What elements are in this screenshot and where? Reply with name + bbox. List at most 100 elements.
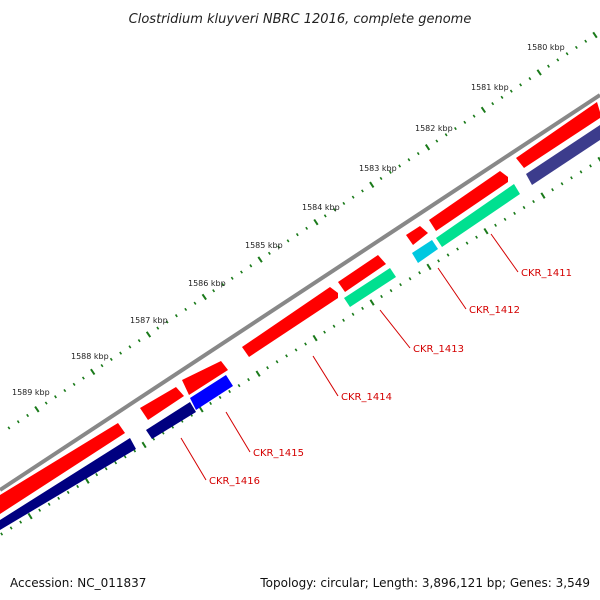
outer-ruler-tick [16, 420, 20, 424]
inner-ruler-tick [123, 455, 127, 459]
inner-ruler-tick [323, 330, 326, 334]
outer-ruler-tick [313, 218, 319, 226]
inner-ruler-tick [66, 490, 70, 495]
inner-ruler-tick [351, 312, 355, 316]
inner-ruler-tick [570, 176, 573, 180]
leader-ckr-1416 [180, 437, 207, 481]
inner-ruler-tick [76, 484, 80, 489]
inner-ruler-tick [266, 366, 269, 370]
leader-ckr-1413 [379, 309, 411, 349]
inner-ruler-tick [0, 532, 4, 536]
tick-label-1585: 1585 kbp [245, 241, 283, 250]
gene-label-ckr-1411: CKR_1411 [521, 268, 572, 279]
accession-text: Accession: NC_011837 [10, 576, 147, 590]
outer-ruler-tick [156, 326, 160, 330]
outer-ruler-tick [184, 307, 188, 312]
inner-ruler-tick [389, 288, 393, 293]
inner-ruler-tick [399, 283, 402, 287]
inner-ruler-tick [237, 383, 241, 388]
outer-ruler-tick [7, 426, 11, 430]
feature-fwd-5 [242, 287, 338, 357]
inner-ruler-tick [408, 277, 412, 281]
inner-ruler-tick [9, 526, 13, 530]
inner-ruler-tick [104, 467, 108, 471]
rna-rev-2 [412, 240, 438, 263]
feature-fwd-7 [140, 387, 184, 420]
outer-ruler-tick [444, 133, 448, 137]
outer-ruler-tick [491, 102, 495, 106]
outer-ruler-tick [435, 139, 439, 143]
inner-ruler-tick [369, 299, 375, 306]
outer-ruler-tick [323, 214, 327, 218]
feature-fwd-4 [338, 255, 386, 292]
outer-ruler-tick [342, 201, 346, 206]
outer-ruler-tick [407, 158, 411, 162]
inner-ruler-tick [198, 406, 204, 413]
inner-ruler-tick [285, 354, 288, 358]
outer-ruler-tick [44, 401, 48, 405]
inner-ruler-tick [380, 294, 383, 299]
rna-rev-3 [344, 268, 396, 307]
inner-tick-ruler [0, 156, 600, 536]
inner-ruler-tick [304, 342, 307, 346]
inner-ruler-tick [57, 496, 61, 500]
inner-ruler-tick [418, 271, 421, 275]
outer-ruler-tick [369, 181, 375, 188]
inner-ruler-tick [426, 263, 432, 271]
backbone-line [0, 93, 600, 492]
inner-ruler-tick [255, 370, 261, 377]
outer-ruler-tick [592, 31, 598, 39]
outer-ruler-tick [230, 276, 234, 280]
inner-ruler-tick [503, 217, 507, 221]
outer-ruler-tick [81, 376, 85, 380]
outer-ruler-tick [398, 164, 402, 168]
outer-ruler-tick [574, 45, 578, 50]
outer-ruler-tick [305, 226, 309, 230]
inner-ruler-tick [361, 306, 364, 311]
outer-ruler-tick [536, 69, 542, 76]
tick-label-1582: 1582 kbp [415, 124, 453, 133]
leader-ckr-1412 [437, 267, 467, 310]
inner-ruler-tick [456, 247, 459, 251]
outer-ruler-tick [34, 406, 40, 413]
inner-ruler-tick [38, 508, 42, 512]
inner-ruler-tick [218, 395, 222, 400]
outer-ruler-tick [137, 339, 141, 343]
inner-ruler-tick [332, 324, 336, 328]
inner-ruler-tick [95, 472, 99, 477]
tick-label-1588: 1588 kbp [71, 352, 109, 361]
outer-ruler-tick [454, 126, 457, 131]
cds-rev-2 [190, 375, 233, 410]
outer-ruler-tick [90, 368, 96, 376]
inner-ruler-tick [560, 182, 564, 186]
outer-ruler-tick [333, 208, 336, 212]
inner-ruler-tick [228, 389, 231, 394]
inner-ruler-tick [209, 401, 212, 406]
leader-ckr-1411 [490, 233, 519, 273]
tick-label-1587: 1587 kbp [130, 316, 168, 325]
outer-ruler-tick [500, 95, 504, 99]
gene-label-ckr-1416: CKR_1416 [209, 476, 260, 487]
outer-ruler-tick [584, 39, 588, 43]
tick-label-1581: 1581 kbp [471, 83, 509, 92]
outer-ruler-tick [565, 52, 569, 56]
outer-ruler-tick [528, 77, 532, 81]
outer-ruler-tick [286, 239, 290, 243]
map-title: Clostridium kluyveri NBRC 12016, complet… [129, 12, 472, 27]
outer-ruler-tick [388, 170, 392, 174]
outer-ruler-tick [119, 351, 123, 355]
tick-label-1580: 1580 kbp [527, 43, 565, 52]
outer-tick-ruler [7, 31, 598, 430]
outer-ruler-tick [361, 189, 364, 193]
outer-ruler-tick [424, 144, 431, 151]
outer-ruler-tick [472, 114, 476, 118]
inner-ruler-tick [540, 192, 546, 199]
outer-ruler-tick [277, 245, 281, 249]
leader-ckr-1414 [312, 355, 339, 397]
forward-strand-features [0, 102, 600, 514]
outer-ruler-tick [463, 120, 467, 124]
inner-ruler-tick [483, 227, 489, 235]
outer-ruler-tick [416, 151, 420, 156]
outer-ruler-tick [249, 264, 253, 268]
